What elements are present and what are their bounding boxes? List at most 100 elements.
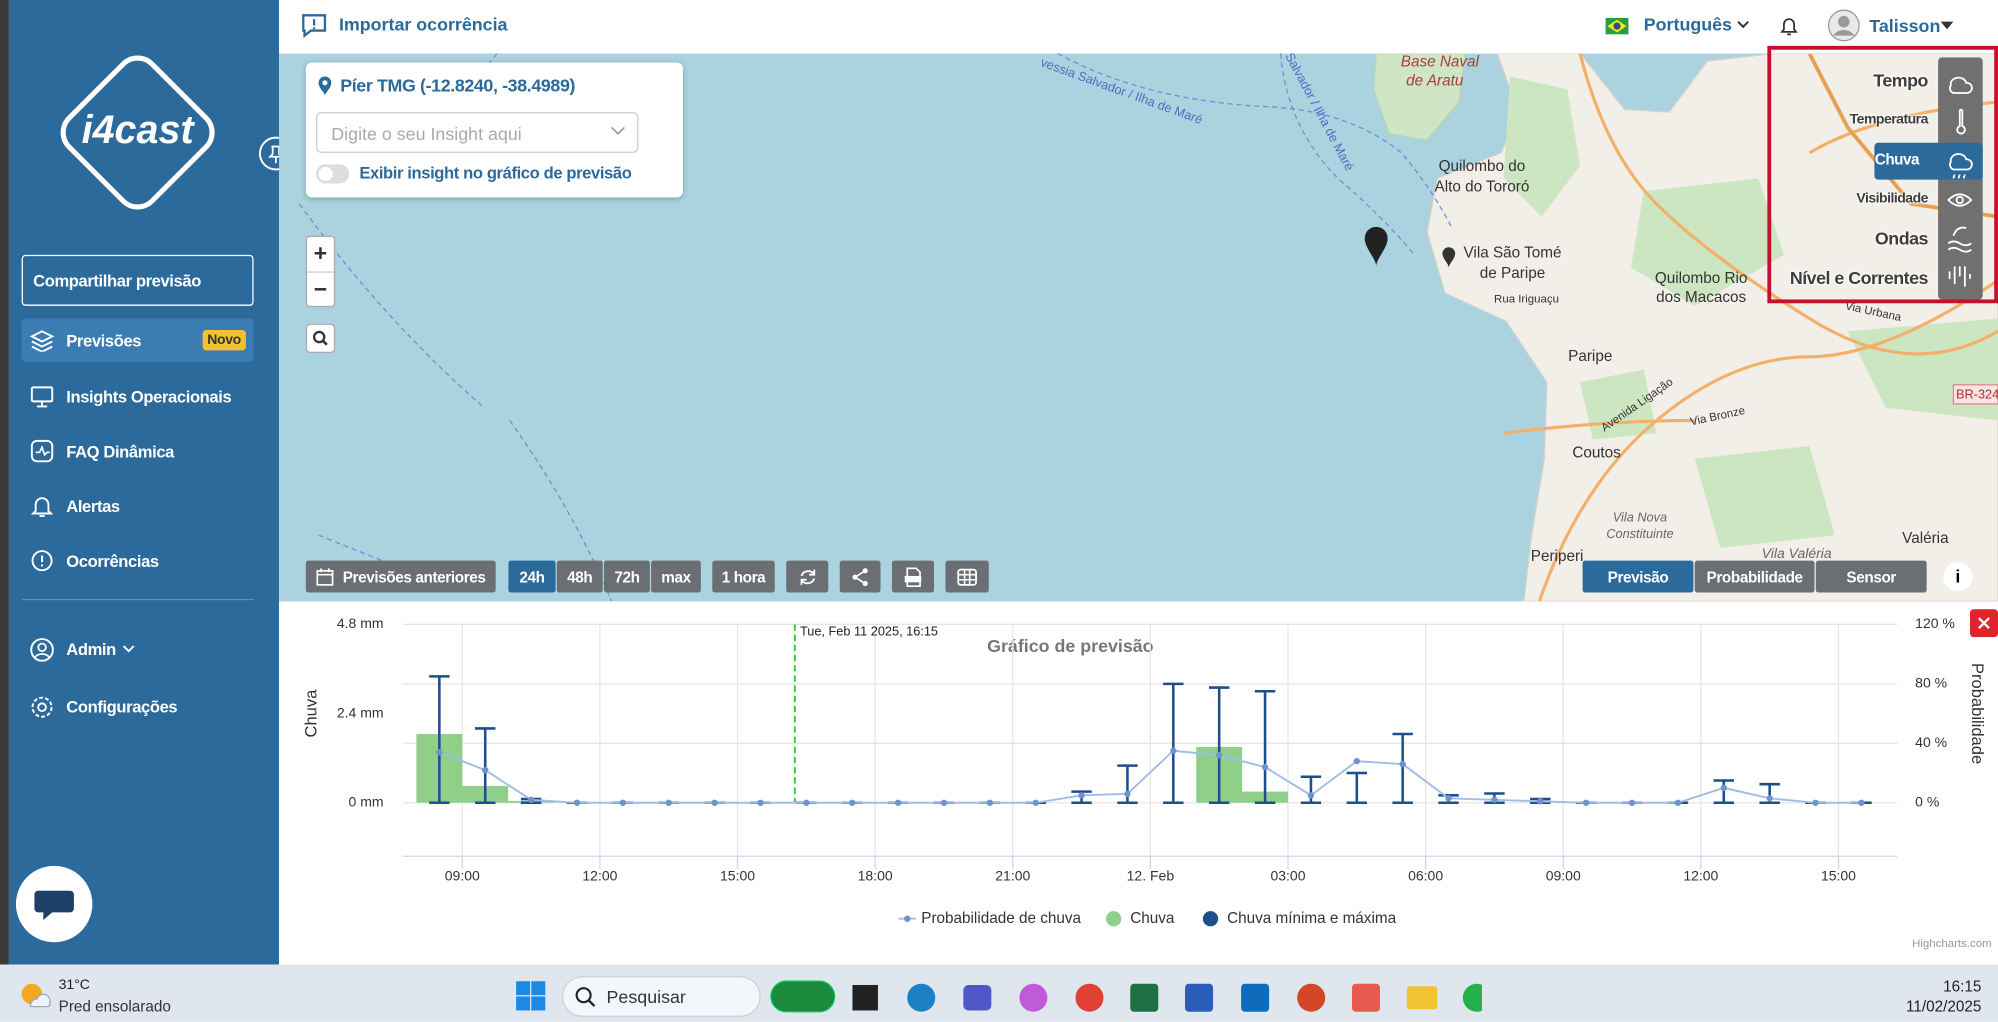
table-button[interactable] — [945, 561, 988, 593]
flag — [1606, 18, 1629, 35]
menu-item[interactable]: Alertas — [22, 484, 254, 527]
refresh-button[interactable] — [786, 561, 828, 593]
layer-item[interactable]: Chuva — [1875, 150, 1919, 168]
app-icon[interactable] — [1297, 984, 1325, 1012]
point — [941, 800, 947, 806]
mode-button[interactable]: Sensor — [1816, 561, 1927, 593]
legend-symbol — [1106, 911, 1121, 926]
y-tick-label: 4.8 mm — [337, 615, 384, 631]
app-icon[interactable] — [963, 985, 991, 1010]
menu-item[interactable]: Previsões Novo — [22, 319, 254, 362]
range-button[interactable]: 24h — [508, 561, 555, 593]
y-axis-title: Chuva — [302, 689, 321, 738]
layer-item[interactable]: Visibilidade — [1856, 191, 1928, 206]
app-icon[interactable] — [1019, 984, 1047, 1012]
layer-item[interactable]: Temperatura — [1850, 112, 1928, 127]
badge: Novo — [202, 330, 246, 350]
app-icon[interactable] — [1352, 984, 1380, 1012]
zoom-out[interactable]: − — [306, 273, 335, 307]
insight-select[interactable]: Digite o seu Insight aqui — [316, 112, 638, 153]
close-chart-button[interactable] — [1970, 609, 1998, 637]
step-button[interactable]: 1 hora — [712, 561, 774, 593]
zoom-in[interactable]: + — [306, 237, 335, 271]
map-search-button[interactable] — [306, 324, 335, 353]
report-button[interactable]: Importar ocorrência — [339, 14, 508, 34]
point — [1491, 797, 1497, 803]
app-icon[interactable] — [1075, 984, 1103, 1012]
point — [528, 797, 534, 803]
toggle[interactable] — [316, 164, 349, 183]
app-icon[interactable] — [771, 981, 835, 1012]
layer-item[interactable]: Ondas — [1875, 228, 1928, 248]
range-button[interactable]: 48h — [557, 561, 603, 593]
menu-item[interactable]: Configurações — [22, 684, 254, 727]
point — [1812, 800, 1818, 806]
point — [666, 800, 672, 806]
point — [620, 800, 626, 806]
menu-label: Alertas — [66, 496, 119, 515]
app-icon[interactable] — [1185, 984, 1213, 1012]
menu-item[interactable]: FAQ Dinâmica — [22, 429, 254, 472]
plot-line-label: Tue, Feb 11 2025, 16:15 — [800, 623, 938, 638]
range-button[interactable]: max — [651, 561, 701, 593]
legend-label[interactable]: Probabilidade de chuva — [921, 910, 1081, 927]
chat-button[interactable] — [15, 865, 93, 943]
logo[interactable]: i4cast — [51, 46, 224, 219]
start-button[interactable] — [516, 981, 545, 1010]
divider — [22, 599, 254, 600]
app-icon[interactable] — [852, 985, 877, 1010]
icon — [29, 494, 54, 517]
user-menu[interactable]: Talisson — [1869, 15, 1940, 35]
app-icon[interactable] — [907, 984, 935, 1012]
point — [1078, 792, 1084, 798]
mode-button[interactable]: Previsão — [1583, 561, 1694, 593]
admin-menu[interactable]: Admin — [22, 627, 254, 670]
share-chart-button[interactable] — [840, 561, 881, 593]
point — [1583, 800, 1589, 806]
point — [1537, 798, 1543, 804]
share-button[interactable]: Compartilhar previsão — [22, 255, 254, 306]
layer-item[interactable]: Tempo — [1873, 70, 1928, 90]
app-icon[interactable] — [1241, 984, 1269, 1012]
legend-symbol — [904, 916, 910, 922]
x-tick-label: 03:00 — [1270, 867, 1305, 883]
chevron — [1736, 19, 1751, 32]
icon — [29, 385, 54, 408]
pdf-icon — [903, 566, 923, 586]
credit[interactable]: Highcharts.com — [1912, 938, 1992, 950]
point — [757, 800, 763, 806]
point — [1170, 748, 1176, 754]
range-button[interactable]: 72h — [604, 561, 650, 593]
caret — [1939, 20, 1954, 30]
app-icon[interactable] — [1407, 986, 1438, 1009]
menu-item[interactable]: Insights Operacionais — [22, 375, 254, 418]
info-button[interactable]: i — [1943, 562, 1972, 591]
body: i4cast Compartilhar previsão Previsões N… — [0, 0, 1998, 1022]
point — [1445, 795, 1451, 801]
point — [1308, 792, 1314, 798]
calendar-icon — [316, 568, 334, 586]
x-tick-label: 15:00 — [720, 867, 755, 883]
app-icon[interactable] — [1130, 984, 1158, 1012]
chart: Gráfico de previsão Chuva Probabilidade … — [279, 601, 1998, 964]
point — [987, 800, 993, 806]
refresh-icon — [797, 566, 817, 586]
pdf-button[interactable] — [892, 561, 934, 593]
point — [803, 800, 809, 806]
x-tick-label: 21:00 — [995, 867, 1030, 883]
notifications-button[interactable] — [1779, 14, 1799, 37]
menu-item[interactable]: Ocorrências — [22, 539, 254, 582]
mode-button[interactable]: Probabilidade — [1695, 561, 1815, 593]
previous-forecasts-button[interactable]: Previsões anteriores — [306, 561, 496, 593]
logo-text: i4cast — [82, 108, 196, 152]
point — [1354, 758, 1360, 764]
avatar[interactable] — [1827, 9, 1860, 42]
layer-item[interactable]: Nível e Correntes — [1790, 268, 1928, 288]
menu-label: FAQ Dinâmica — [66, 442, 174, 461]
button-label: Previsões anteriores — [343, 568, 486, 586]
language-selector[interactable]: Português — [1644, 14, 1732, 34]
app-icon[interactable] — [1463, 984, 1482, 1012]
chevron — [121, 642, 136, 655]
legend-label[interactable]: Chuva mínima e máxima — [1227, 910, 1396, 927]
legend-label[interactable]: Chuva — [1130, 910, 1175, 927]
